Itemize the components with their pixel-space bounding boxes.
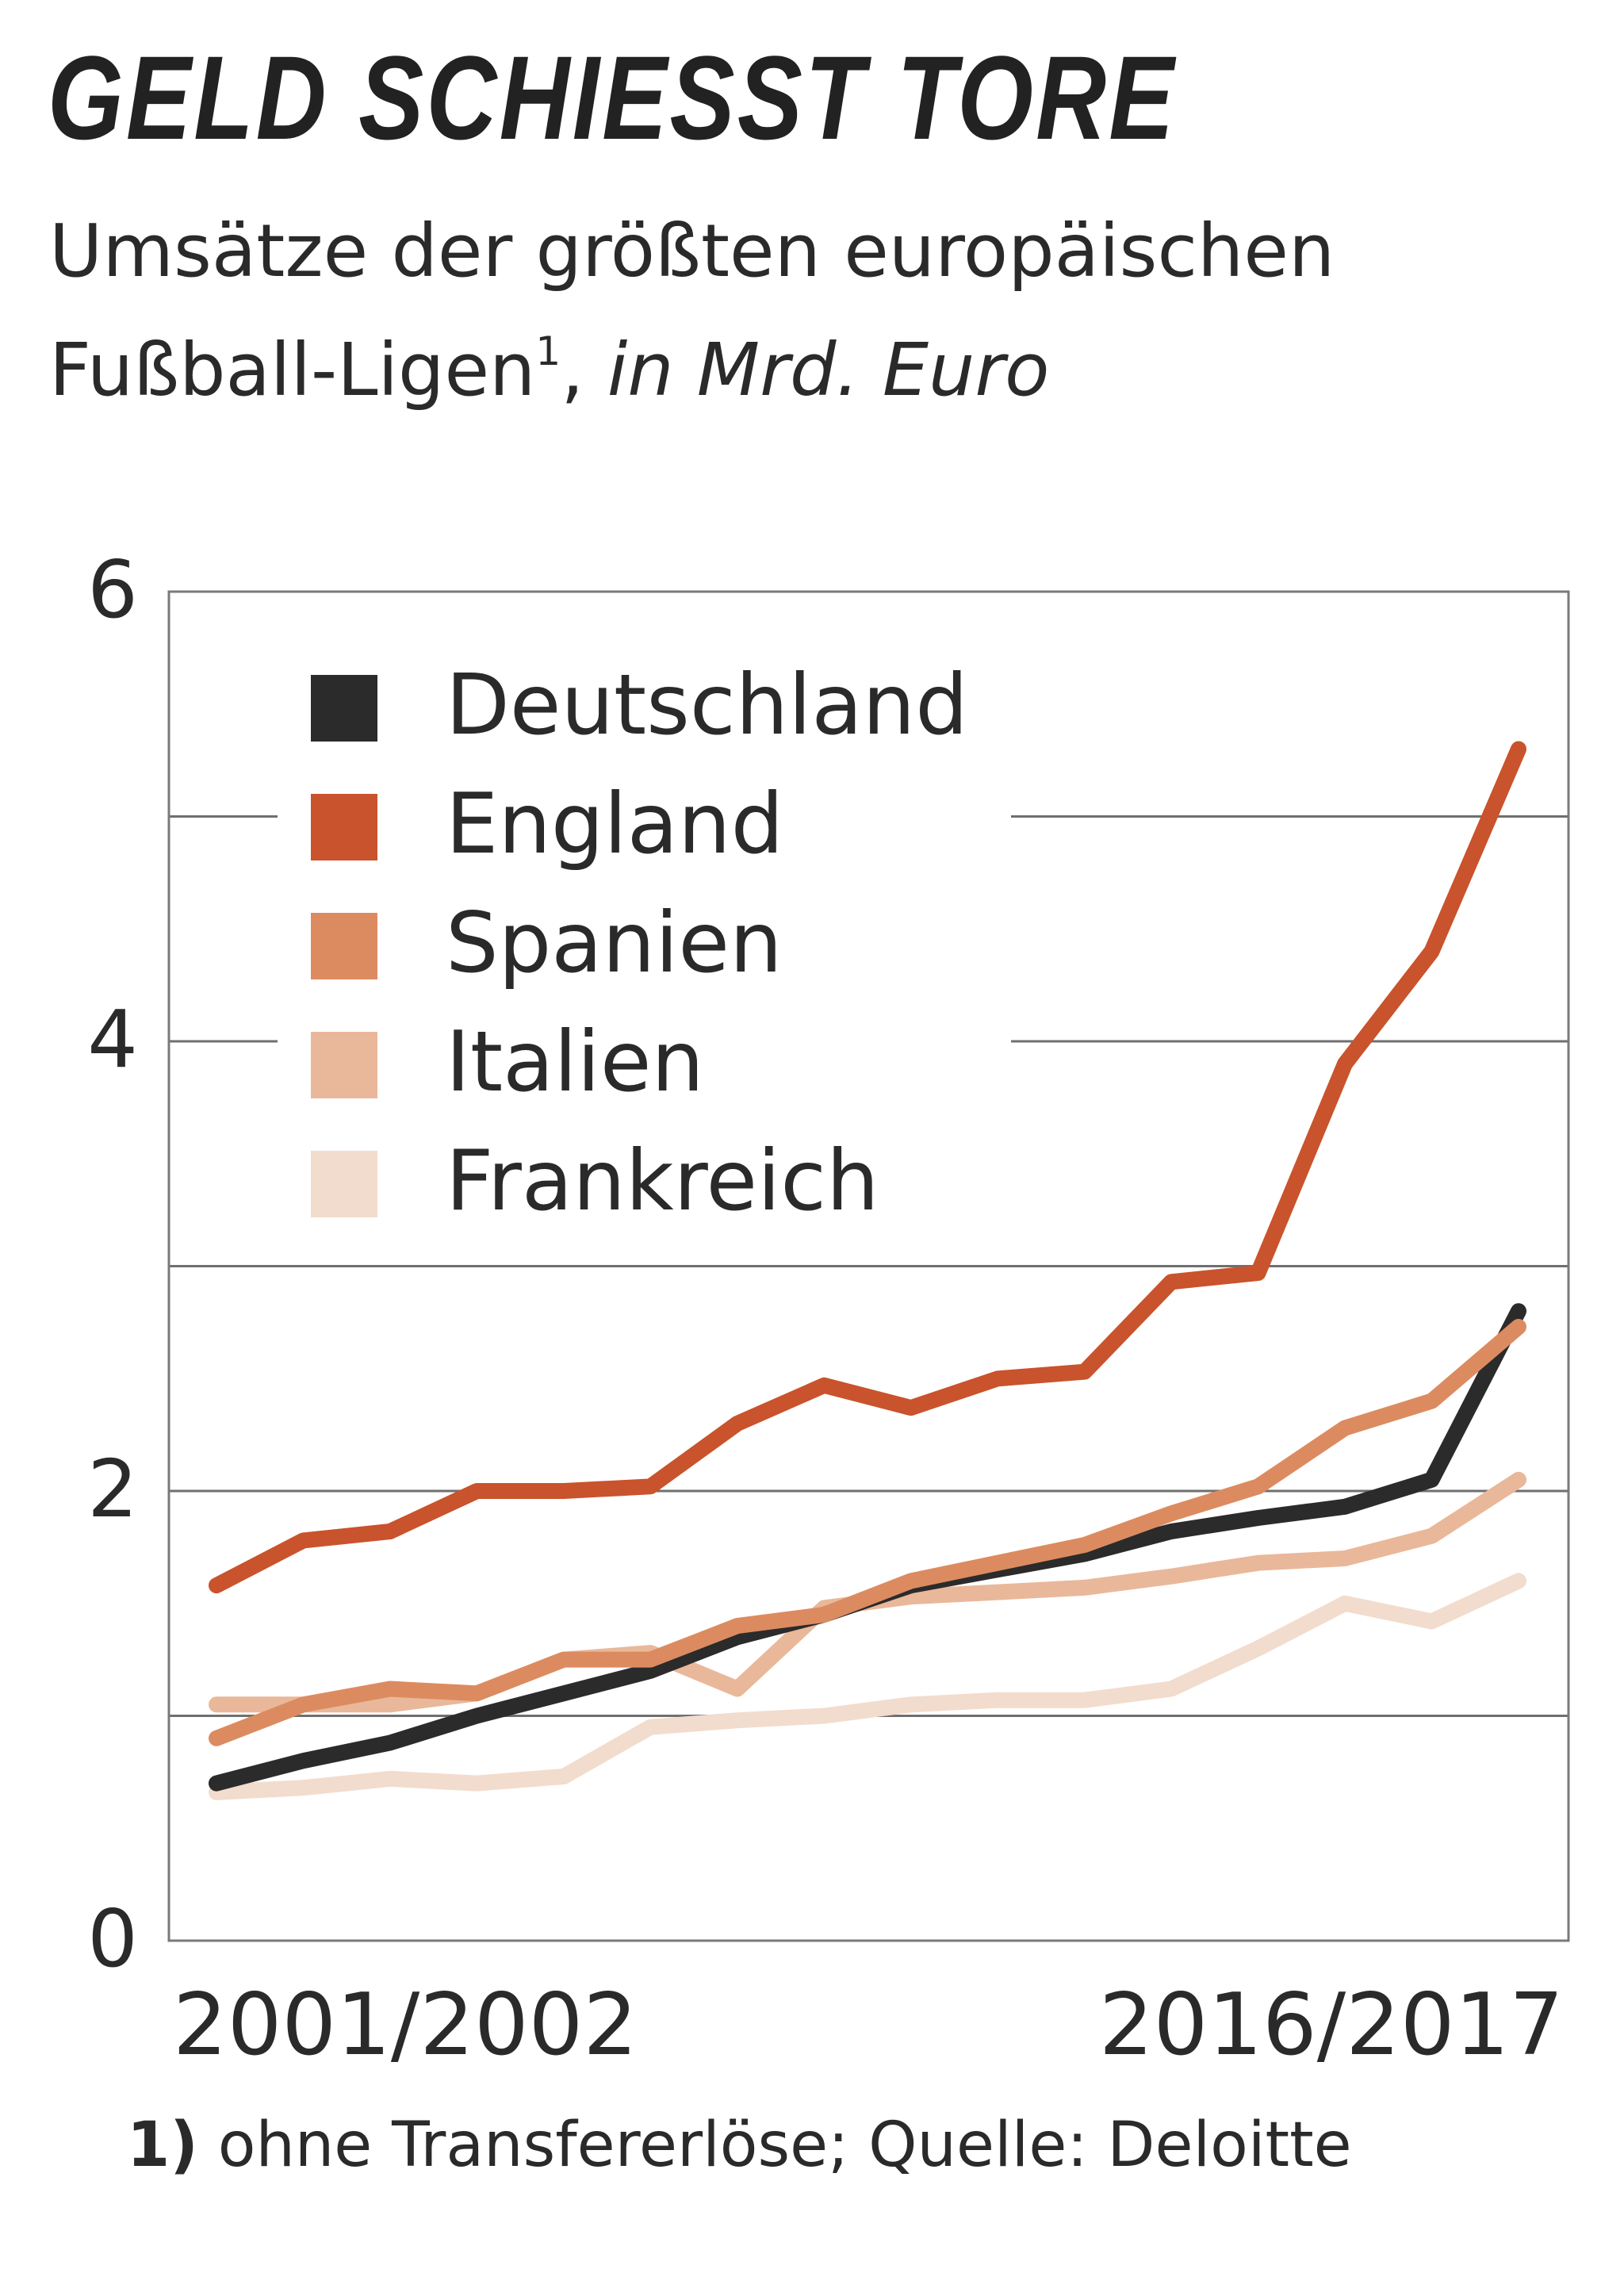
legend-label-deutschland: Deutschland xyxy=(446,657,968,753)
series-line-england xyxy=(209,741,1526,1594)
series-line-frankreich xyxy=(209,1573,1526,1800)
y-tick-label-2: 2 xyxy=(87,1443,138,1535)
y-tick-label-0: 0 xyxy=(87,1892,138,1985)
legend-label-frankreich: Frankreich xyxy=(446,1133,879,1229)
axis-labels: 0 2 4 6 2001/2002 2016/2017 xyxy=(87,543,1564,2075)
legend-swatch-italien xyxy=(311,1032,377,1098)
subtitle-separator: , xyxy=(561,328,607,412)
x-tick-label-last: 2016/2017 xyxy=(1099,1976,1564,2075)
subtitle-line-1: Umsätze der größten europäischen xyxy=(49,209,1335,293)
legend-swatch-deutschland xyxy=(311,675,377,742)
subtitle-footnote-mark: 1 xyxy=(535,328,561,374)
legend-background xyxy=(278,634,1011,1253)
series-line-spanien xyxy=(209,1319,1526,1746)
chart-title: GELD SCHIESST TORE xyxy=(48,31,1177,164)
x-tick-label-first: 2001/2002 xyxy=(173,1976,638,2075)
plot-frame xyxy=(167,590,1570,1942)
footnote-mark: 1) xyxy=(127,2110,198,2181)
subtitle-league-text: Fußball-Ligen xyxy=(49,328,536,412)
legend-swatch-frankreich xyxy=(311,1151,377,1217)
legend-swatch-spanien xyxy=(311,913,377,979)
legend-swatch-england xyxy=(311,794,377,860)
subtitle-line-2: Fußball-Ligen1, in Mrd. Euro xyxy=(49,311,1335,430)
footnote-text: ohne Transfererlöse; Quelle: Deloitte xyxy=(217,2110,1352,2181)
legend: Deutschland England Spanien Italien Frankrei… xyxy=(311,657,968,1229)
legend-label-england: England xyxy=(446,776,783,872)
y-tick-label-6: 6 xyxy=(87,543,138,636)
legend-label-spanien: Spanien xyxy=(446,895,783,991)
subtitle-unit: in Mrd. Euro xyxy=(607,328,1050,412)
chart-subtitle: Umsätze der größten europäischen Fußball… xyxy=(49,192,1335,430)
y-tick-label-4: 4 xyxy=(87,993,138,1086)
legend-label-italien: Italien xyxy=(446,1014,704,1110)
series-lines xyxy=(209,741,1526,1800)
footnote: 1) ohne Transfererlöse; Quelle: Deloitte xyxy=(127,2110,1352,2181)
